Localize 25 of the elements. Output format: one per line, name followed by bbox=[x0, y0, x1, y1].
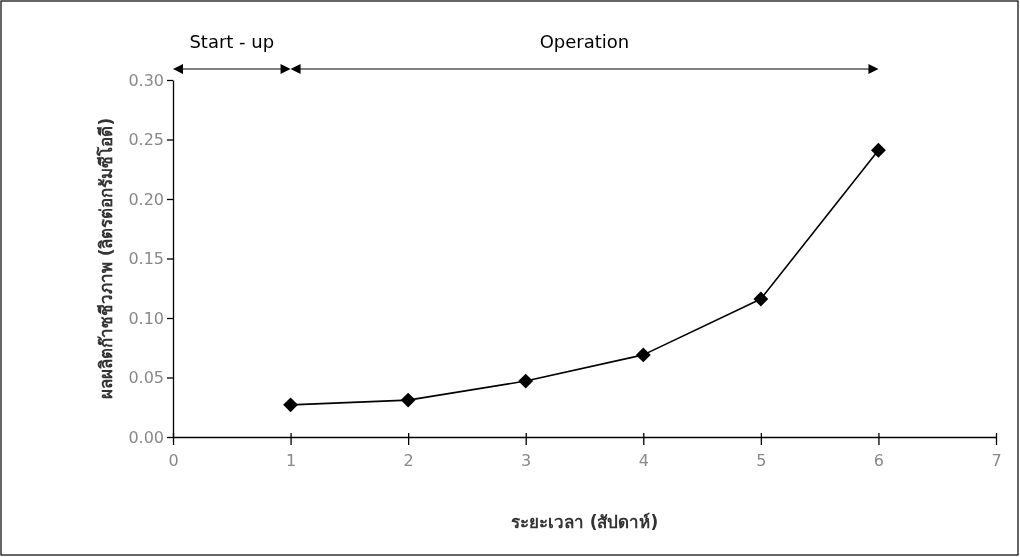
y-axis-title: ผลผลิตก๊าซชีวภาพ (ลิตรต่อกรัมซีโอดี) bbox=[96, 117, 116, 400]
point bbox=[635, 347, 651, 363]
y-tick-label: 0.00 bbox=[128, 427, 164, 447]
point bbox=[871, 142, 886, 158]
point bbox=[753, 291, 769, 307]
x-tick-label: 7 bbox=[991, 450, 1002, 470]
y-tick-label: 0.05 bbox=[128, 368, 164, 388]
x-tick-label: 6 bbox=[873, 450, 885, 470]
y-tick-label: 0.20 bbox=[128, 189, 164, 209]
y-tick-label: 0.30 bbox=[128, 70, 164, 90]
y-tick-label: 0.10 bbox=[128, 308, 164, 328]
x-tick-label: 0 bbox=[168, 450, 179, 470]
text: Start - up bbox=[189, 31, 275, 52]
point bbox=[518, 373, 534, 389]
x-tick-label: 5 bbox=[756, 450, 767, 470]
point bbox=[283, 397, 298, 413]
x-axis-title: ระยะเวลา (สัปดาห์) bbox=[510, 512, 659, 532]
text: Operation bbox=[539, 31, 630, 52]
point bbox=[400, 392, 416, 408]
y-tick-label: 0.25 bbox=[128, 130, 164, 150]
x-tick-label: 3 bbox=[521, 450, 532, 470]
x-tick-label: 1 bbox=[285, 450, 297, 470]
y-tick-label: 0.15 bbox=[128, 249, 164, 269]
x-tick-label: 2 bbox=[403, 450, 414, 470]
x-tick-label: 4 bbox=[638, 450, 649, 470]
